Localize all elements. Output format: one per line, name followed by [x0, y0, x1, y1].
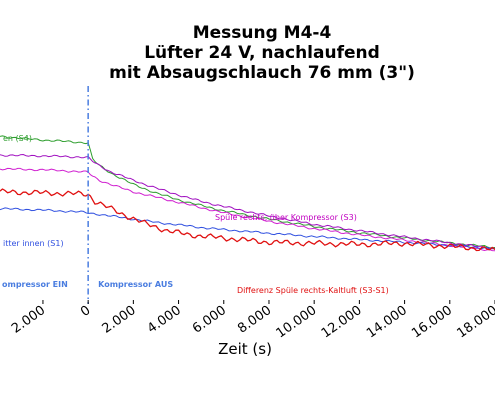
annotations: en (S4) Spüle rechts, über Kompressor (S…: [3, 134, 389, 295]
series-annotation-s4: en (S4): [3, 134, 32, 143]
series-line: [0, 188, 495, 252]
series-line: [0, 167, 495, 252]
series-line: [0, 135, 495, 249]
x-tick-label: 12.000: [319, 303, 365, 341]
x-axis: 2.000 0 2.000 4.000 6.000 8.000 10.000 12.000 14…: [9, 300, 495, 341]
x-tick-label: 14.000: [364, 303, 410, 341]
series-annotation-diff: Differenz Spüle rechts-Kaltluft (S3-S1): [237, 286, 389, 295]
x-tick-label: 8.000: [235, 303, 274, 337]
series-annotation-s3: Spüle rechts, über Kompressor (S3): [215, 213, 357, 222]
title-line: Messung M4-4: [193, 23, 332, 43]
marker-label-right: Kompressor AUS: [98, 280, 173, 289]
x-tick-label: 2.000: [100, 303, 139, 337]
x-tick-label: 0: [78, 303, 93, 320]
x-tick-label: 4.000: [145, 303, 184, 337]
x-tick-label: 10.000: [274, 303, 320, 341]
chart-title: Messung M4-4 Lüfter 24 V, nachlaufend mi…: [109, 23, 415, 83]
x-tick-label: 6.000: [190, 303, 229, 337]
title-line: mit Absaugschlauch 76 mm (3"): [109, 63, 415, 83]
series-line: [0, 154, 495, 250]
x-tick-label: 2.000: [9, 303, 48, 337]
title-line: Lüfter 24 V, nachlaufend: [144, 43, 380, 63]
x-tick-label: 16.000: [409, 303, 455, 341]
x-axis-label: Zeit (s): [218, 340, 272, 358]
series-group: [0, 135, 495, 252]
x-tick-label: 18.000: [454, 303, 495, 341]
series-annotation-s1: itter innen (S1): [3, 239, 64, 248]
marker-group: ompressor EIN Kompressor AUS: [2, 86, 173, 304]
marker-label-left: ompressor EIN: [2, 280, 68, 289]
